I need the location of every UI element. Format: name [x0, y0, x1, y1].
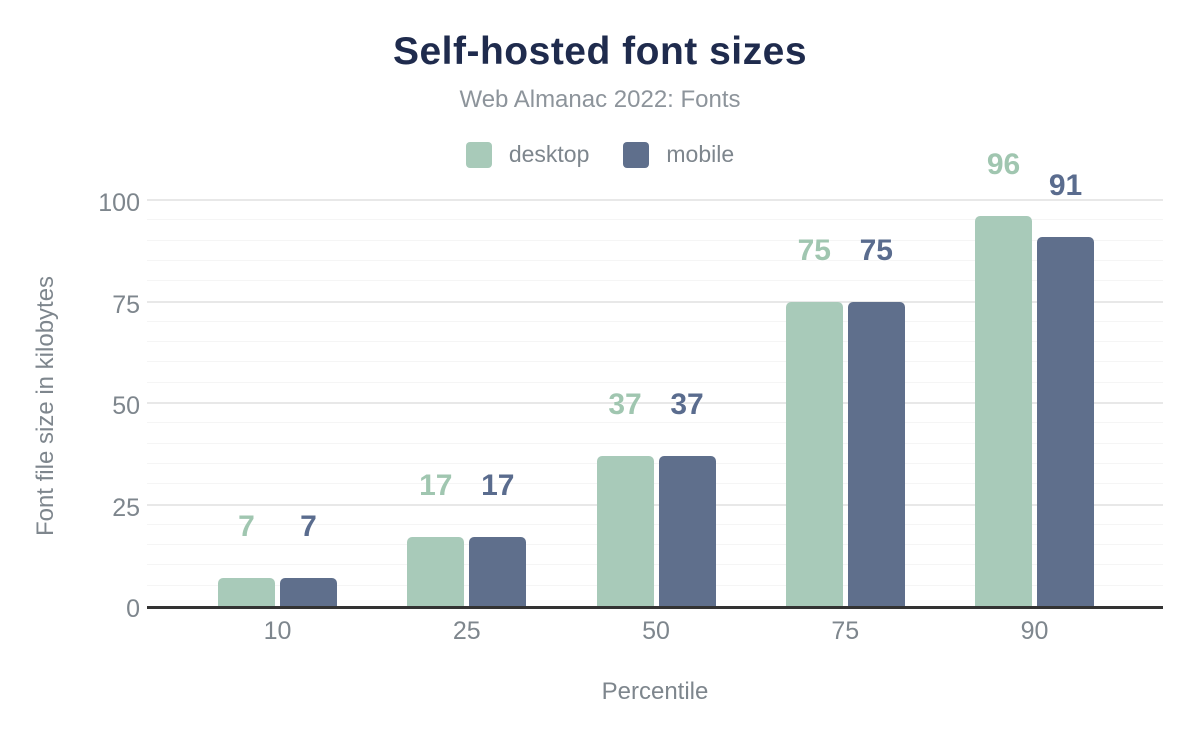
gridline-30 [147, 483, 1163, 485]
bar-desktop-75 [785, 301, 843, 606]
x-tick-25: 25 [452, 617, 481, 645]
legend-item-mobile: mobile [623, 141, 734, 168]
bar-value-desktop-10: 7 [238, 509, 255, 543]
gridline-85 [147, 259, 1163, 261]
plot-area: 7 7 17 17 37 37 75 75 96 91 [147, 150, 1163, 609]
gridline-25 [147, 503, 1163, 506]
gridline-20 [147, 523, 1163, 525]
gridline-100 [147, 199, 1163, 201]
bar-desktop-25 [407, 536, 465, 606]
legend-label-desktop: desktop [508, 141, 590, 167]
gridline-60 [147, 361, 1163, 363]
gridline-40 [147, 442, 1163, 444]
gridline-10 [147, 564, 1163, 566]
gridline-15 [147, 544, 1163, 546]
x-tick-10: 10 [263, 617, 292, 645]
gridline-70 [147, 320, 1163, 322]
gridline-75 [147, 300, 1163, 303]
legend-swatch-desktop [465, 141, 492, 168]
bar-desktop-50 [596, 455, 654, 606]
legend-swatch-mobile [623, 141, 650, 168]
legend-label-mobile: mobile [666, 141, 735, 167]
x-tick-75: 75 [831, 617, 860, 645]
gridline-95 [147, 219, 1163, 221]
gridline-45 [147, 422, 1163, 424]
gridline-35 [147, 462, 1163, 464]
y-tick-100: 100 [98, 189, 140, 217]
bar-desktop-10 [218, 577, 275, 606]
gridline-55 [147, 381, 1163, 383]
gridline-90 [147, 239, 1163, 241]
bar-mobile-25 [469, 536, 527, 606]
y-tick-25: 25 [112, 493, 140, 522]
bar-mobile-50 [658, 455, 716, 606]
legend: desktop mobile [0, 141, 1200, 168]
bar-desktop-90 [975, 216, 1032, 606]
x-axis-title: Percentile [601, 678, 709, 705]
chart-subtitle: Web Almanac 2022: Fonts [459, 86, 741, 113]
bar-mobile-10 [280, 577, 337, 606]
y-tick-0: 0 [126, 595, 140, 623]
bar-value-mobile-10: 7 [300, 509, 317, 543]
bar-mobile-75 [847, 301, 905, 606]
bar-value-mobile-90: 91 [1048, 168, 1083, 202]
bar-value-mobile-50: 37 [670, 387, 704, 421]
gridline-50 [147, 402, 1163, 404]
bar-value-desktop-75: 75 [797, 233, 831, 267]
x-tick-50: 50 [642, 617, 670, 645]
bar-value-mobile-25: 17 [481, 468, 515, 502]
bar-value-desktop-50: 37 [608, 387, 642, 421]
bar-mobile-90 [1037, 236, 1094, 606]
bar-value-desktop-25: 17 [419, 468, 453, 502]
chart-title: Self-hosted font sizes [392, 30, 808, 73]
gridline-80 [147, 280, 1163, 282]
y-tick-50: 50 [112, 392, 140, 420]
x-tick-90: 90 [1020, 617, 1049, 645]
bar-value-desktop-90: 96 [986, 148, 1021, 182]
gridline-5 [147, 584, 1163, 586]
bar-value-mobile-75: 75 [859, 233, 893, 267]
legend-item-desktop: desktop [465, 141, 590, 168]
gridline-65 [147, 341, 1163, 343]
y-tick-75: 75 [112, 290, 140, 319]
